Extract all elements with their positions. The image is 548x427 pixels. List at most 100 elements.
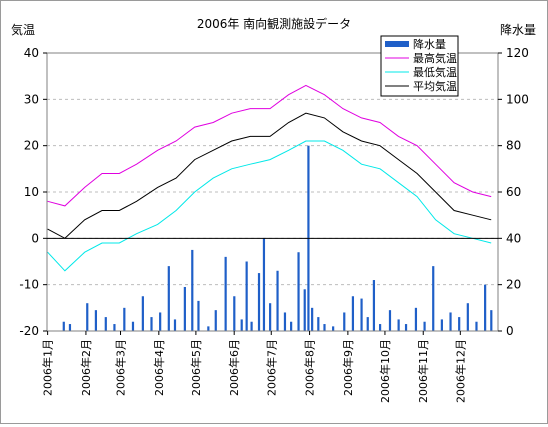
series-line [47,112,492,239]
x-tick-label: 2006年12月 [453,339,467,403]
series-line [47,84,492,207]
precipitation-bar [250,321,253,331]
precipitation-bar [475,321,478,331]
y-right-tick-label: 20 [506,278,521,292]
precipitation-bar [131,321,135,331]
precipitation-bar [86,303,89,331]
precipitation-bar [183,286,186,331]
precipitation-bar [458,317,461,331]
precipitation-bar [351,296,355,331]
precipitation-bar [466,303,469,331]
y-left-tick-label: 40 [24,46,39,60]
y-right-tick-label: 40 [506,231,521,245]
y-left-tick-label: 0 [31,231,39,245]
x-tick-label: 2006年5月 [189,339,203,396]
y-right-tick-labels: 120 100 80 60 40 20 0 [506,46,529,338]
precipitation-bar [366,317,369,331]
precipitation-bar [303,289,306,331]
y-left-tick-label: -10 [19,278,39,292]
y-right-tick-label: 100 [506,92,529,106]
y-left-tick-label: 30 [24,92,39,106]
precipitation-bar [62,321,65,331]
precipitation-bar [432,266,435,331]
precipitation-bar [440,319,443,331]
precipitation-bar [297,252,300,331]
precipitation-bar [123,307,126,331]
precipitation-bar [68,324,72,331]
precipitation-bar [490,310,493,331]
axes [43,52,502,335]
precipitation-bar [167,266,170,331]
x-tick-label: 2006年11月 [416,339,430,403]
precipitation-bar [141,296,144,331]
precipitation-bar [269,303,272,331]
gridlines [47,98,498,286]
precipitation-bar [104,317,107,331]
y-right-tick-label: 60 [506,185,521,199]
precipitation-bar [240,319,243,331]
x-tick-label: 2006年10月 [378,339,392,403]
precipitation-bar [257,273,261,331]
y-left-tick-label: 20 [24,139,39,153]
y-right-tick-label: 80 [506,139,521,153]
precipitation-bar [360,298,363,331]
precipitation-bar [150,317,153,331]
y-right-tick-label: 0 [506,324,514,338]
precipitation-bar [173,319,177,331]
series-line [47,140,492,272]
precipitation-bar [397,319,400,331]
precipitation-bar [224,256,227,331]
y-left-tick-labels: 40 30 20 10 0 -10 -20 [19,46,39,338]
temperature-lines [47,84,492,272]
precipitation-bar [317,317,320,331]
precipitation-bar [207,326,210,331]
precipitation-bars [62,145,493,331]
precipitation-bar [311,307,314,331]
y-left-axis-title: 気温 [11,22,35,37]
precipitation-bar [449,312,452,331]
precipitation-bar [214,310,217,331]
x-tick-label: 2006年6月 [227,339,241,396]
precipitation-bar [404,324,408,331]
precipitation-bar [343,312,346,331]
y-right-axis-title: 降水量 [500,23,536,37]
chart-title: 2006年 南向観測施設データ [197,16,351,31]
precipitation-bar [197,300,200,331]
legend-label: 最高気温 [413,51,457,65]
x-tick-labels: 2006年1月 2006年2月 2006年3月 2006年4月 2006年5月 2006年… [41,339,468,403]
x-tick-label: 2006年3月 [114,339,128,396]
y-left-tick-label: 10 [24,185,39,199]
precipitation-bar [233,296,236,331]
precipitation-bar [414,307,418,331]
precipitation-bar [378,324,382,331]
y-left-tick-label: -20 [19,324,39,338]
legend-swatch [385,41,409,47]
precipitation-bar [94,310,98,331]
y-right-tick-label: 120 [506,46,529,60]
x-tick-label: 2006年4月 [152,339,166,396]
precipitation-bar [262,238,266,331]
precipitation-bar [113,324,116,331]
precipitation-bar [323,324,326,331]
x-tick-label: 2006年2月 [79,339,93,396]
precipitation-bar [484,284,487,331]
precipitation-bar [372,280,376,331]
x-tick-label: 2006年8月 [303,339,317,396]
precipitation-bar [423,321,426,331]
legend-label: 降水量 [413,37,446,51]
precipitation-bar [245,261,248,331]
x-tick-label: 2006年9月 [341,339,355,396]
legend-label: 平均気温 [413,79,457,93]
x-tick-label: 2006年7月 [264,339,278,396]
precipitation-bar [332,326,335,331]
precipitation-bar [283,312,287,331]
precipitation-bar [290,321,293,331]
precipitation-bar [388,310,392,331]
legend-label: 最低気温 [413,65,457,79]
precipitation-bar [191,249,194,331]
precipitation-bar [276,270,279,331]
precipitation-bar [159,312,162,331]
